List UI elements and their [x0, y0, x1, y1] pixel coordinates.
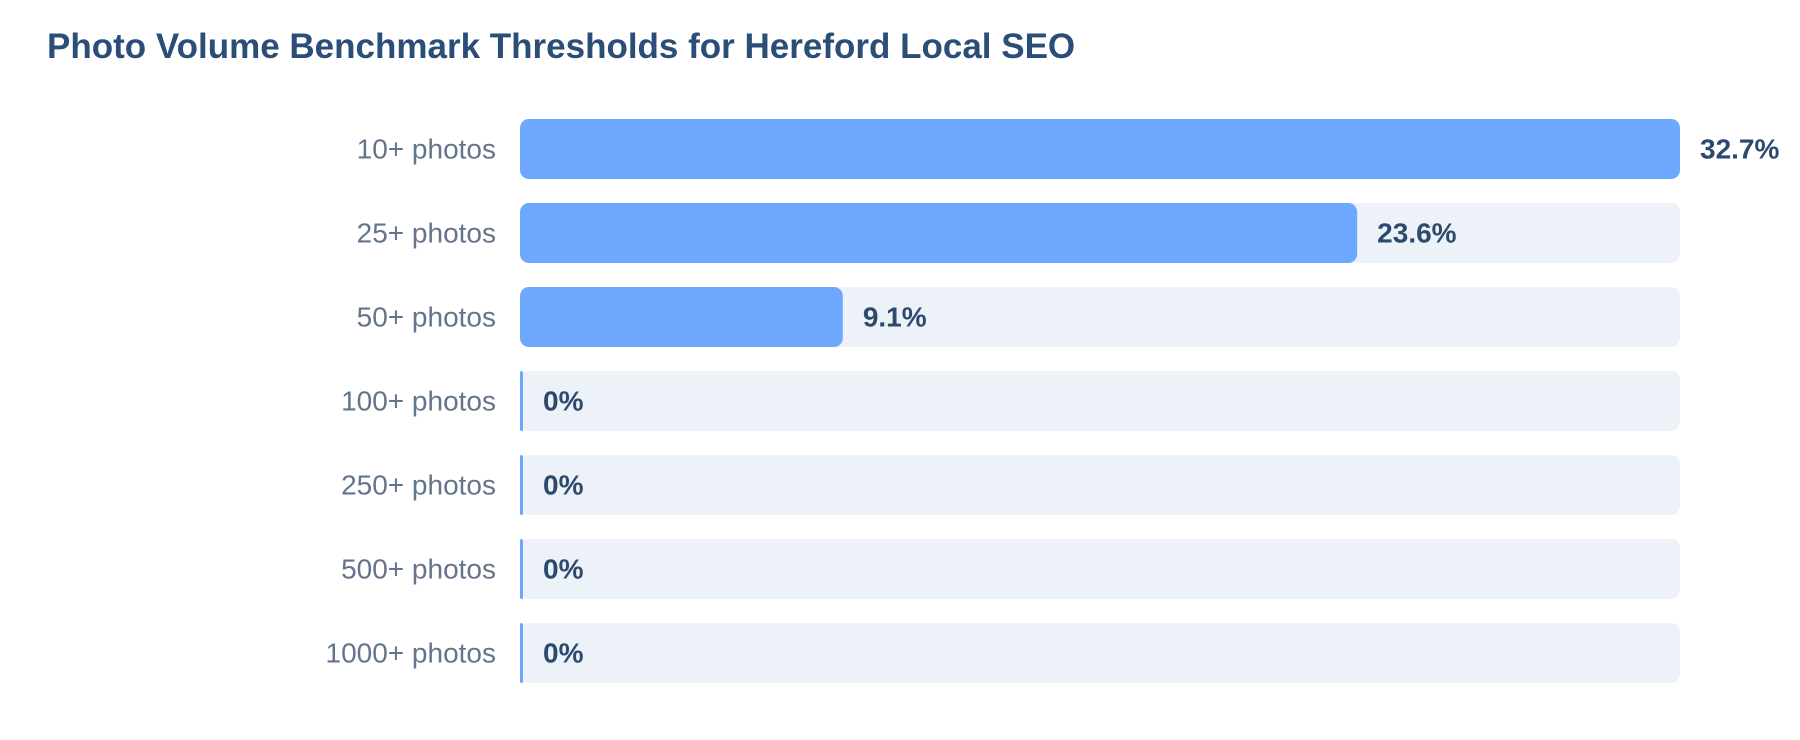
bar: [520, 371, 523, 431]
bar-track: [520, 539, 1680, 599]
value-label: 0%: [543, 470, 584, 501]
value-label: 32.7%: [1700, 134, 1779, 165]
bar: [520, 623, 523, 683]
bar: [520, 203, 1358, 263]
category-label: 500+ photos: [341, 554, 496, 585]
bar-track: [520, 455, 1680, 515]
category-label: 50+ photos: [357, 302, 496, 333]
value-label: 23.6%: [1377, 218, 1456, 249]
category-label: 25+ photos: [357, 218, 496, 249]
value-label: 0%: [543, 554, 584, 585]
category-label: 1000+ photos: [326, 638, 497, 669]
category-label: 100+ photos: [341, 386, 496, 417]
value-label: 0%: [543, 386, 584, 417]
value-label: 0%: [543, 638, 584, 669]
bar: [520, 455, 523, 515]
bar: [520, 539, 523, 599]
value-label: 9.1%: [863, 302, 927, 333]
category-label: 10+ photos: [357, 134, 496, 165]
bar: [520, 287, 843, 347]
category-label: 250+ photos: [341, 470, 496, 501]
bar: [520, 119, 1680, 179]
chart-title: Photo Volume Benchmark Thresholds for He…: [47, 27, 1075, 66]
bar-track: [520, 623, 1680, 683]
bar-track: [520, 371, 1680, 431]
